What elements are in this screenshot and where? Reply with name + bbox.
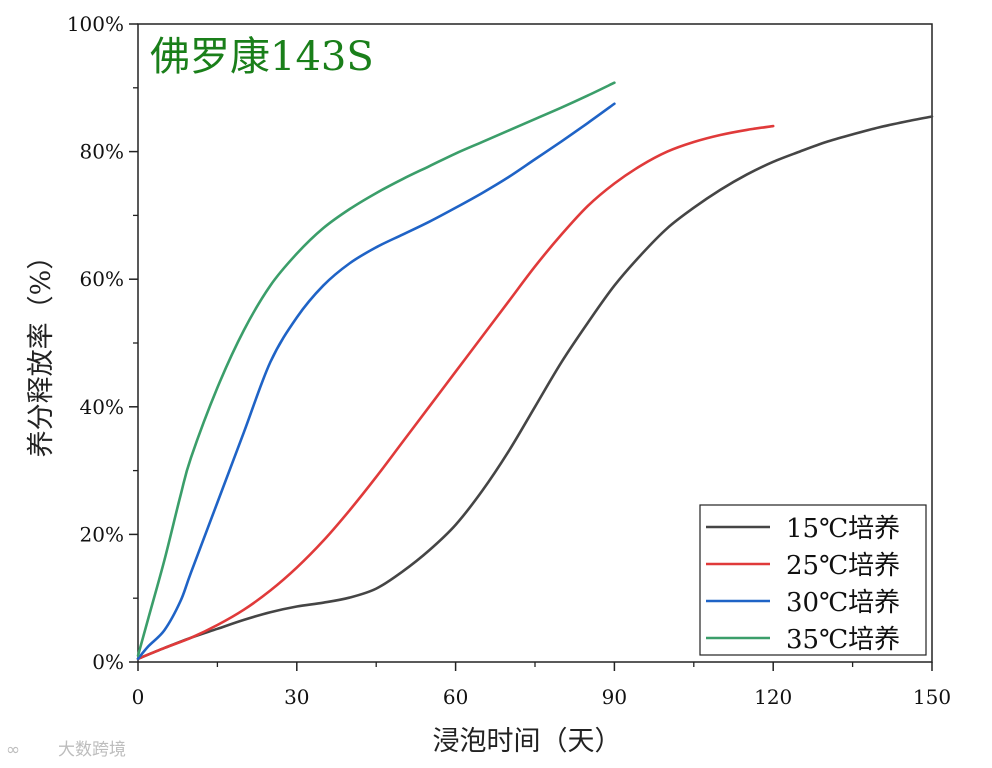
legend-label-3: 30℃培养 bbox=[786, 588, 900, 618]
watermark: ∞ 大数跨境 bbox=[6, 740, 126, 760]
y-axis: 0% 20% 40% 60% 80% 100% bbox=[67, 12, 138, 674]
legend: 15℃培养 25℃培养 30℃培养 35℃培养 bbox=[699, 504, 927, 656]
y-tick-label: 0% bbox=[92, 650, 124, 674]
watermark-text: 大数跨境 bbox=[58, 740, 126, 760]
x-axis: 0 30 60 90 120 150 bbox=[132, 662, 951, 709]
y-axis-title: 养分释放率（%） bbox=[26, 243, 57, 458]
y-tick-label: 60% bbox=[80, 267, 124, 291]
y-tick-label: 40% bbox=[80, 395, 124, 419]
y-tick-label: 100% bbox=[67, 12, 124, 36]
legend-label-2: 25℃培养 bbox=[786, 551, 900, 581]
series-line-1 bbox=[136, 115, 934, 661]
x-tick-label: 60 bbox=[443, 685, 468, 709]
x-tick-label: 0 bbox=[132, 685, 145, 709]
watermark-logo: ∞ bbox=[6, 740, 20, 760]
x-tick-label: 30 bbox=[284, 685, 309, 709]
x-tick-label: 120 bbox=[754, 685, 792, 709]
series-group bbox=[136, 81, 934, 661]
series-line-3 bbox=[136, 102, 616, 661]
legend-label-4: 35℃培养 bbox=[786, 625, 900, 655]
x-tick-label: 90 bbox=[602, 685, 627, 709]
y-tick-label: 20% bbox=[80, 522, 124, 546]
x-axis-title: 浸泡时间（天） bbox=[433, 726, 622, 757]
x-tick-label: 150 bbox=[913, 685, 951, 709]
series-line-2 bbox=[136, 124, 775, 661]
y-tick-label: 80% bbox=[80, 140, 124, 164]
chart-title: 佛罗康143S bbox=[150, 34, 374, 80]
legend-label-1: 15℃培养 bbox=[786, 514, 900, 544]
legend-box bbox=[699, 504, 927, 656]
series-line-4 bbox=[136, 81, 616, 657]
